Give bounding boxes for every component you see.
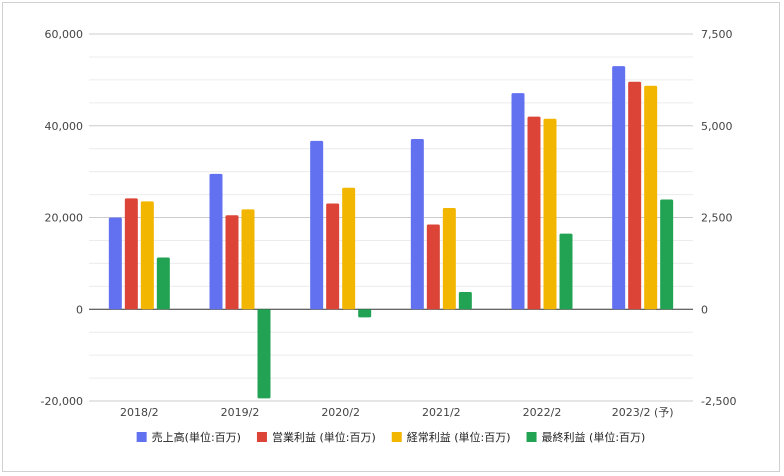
bar-2-5 <box>527 116 541 310</box>
left-axis-tick-label: 60,000 <box>45 28 84 41</box>
bar-1-1 <box>108 217 122 310</box>
left-axis-tick-label: 20,000 <box>45 212 84 225</box>
chart-frame: -20,000 0 20,000 40,000 60,000 -2,500 0 2,500 5… <box>2 2 780 472</box>
left-axis-tick-label: -20,000 <box>41 395 83 408</box>
x-axis-tick-label: 2021/2 <box>422 406 461 419</box>
x-axis-tick-label: 2018/2 <box>120 406 159 419</box>
legend-swatch <box>136 432 147 442</box>
x-axis-tick-label: 2020/2 <box>321 406 360 419</box>
bar-3-6 <box>644 85 658 310</box>
legend-swatch <box>526 432 537 442</box>
grid-layer <box>89 33 693 402</box>
right-axis-tick-label: 7,500 <box>701 28 733 41</box>
bar-1-2 <box>209 173 223 310</box>
bar-1-3 <box>310 140 324 310</box>
bar-2-3 <box>326 203 340 310</box>
bar-4-4 <box>458 292 472 310</box>
bar-4-5 <box>559 233 573 310</box>
legend: 売上高(単位:百万) 営業利益 (単位:百万) 経常利益 (単位:百万) 最終利益 (… <box>136 430 646 444</box>
bar-2-2 <box>225 215 239 310</box>
legend-label: 最終利益 (単位:百万) <box>542 430 646 444</box>
bar-1-6 <box>612 66 626 310</box>
left-axis-tick-label: 40,000 <box>45 120 84 133</box>
bar-2-4 <box>426 224 440 310</box>
right-axis-tick-label: 5,000 <box>701 120 733 133</box>
bar-1-4 <box>410 139 424 310</box>
legend-swatch <box>391 432 402 442</box>
x-axis-tick-label: 2022/2 <box>523 406 562 419</box>
bar-4-2 <box>257 309 271 399</box>
bars-layer <box>108 66 674 399</box>
x-axis: 2018/2 2019/2 2020/2 2021/2 2022/2 2023/2 (予) <box>120 406 674 419</box>
legend-label: 売上高(単位:百万) <box>152 430 241 444</box>
bar-2-6 <box>628 81 642 310</box>
bar-2-1 <box>124 198 138 310</box>
right-axis: -2,500 0 2,500 5,000 7,500 <box>701 28 736 408</box>
bar-4-6 <box>660 199 674 310</box>
bar-3-5 <box>543 118 557 310</box>
left-axis-tick-label: 0 <box>76 303 83 316</box>
bar-3-3 <box>342 187 356 310</box>
legend-label: 営業利益 (単位:百万) <box>272 430 376 444</box>
legend-label: 経常利益 (単位:百万) <box>407 430 511 444</box>
left-axis: -20,000 0 20,000 40,000 60,000 <box>41 28 83 408</box>
bar-chart: -20,000 0 20,000 40,000 60,000 -2,500 0 2,500 5… <box>41 28 737 444</box>
right-axis-tick-label: 0 <box>701 303 708 316</box>
legend-swatch <box>256 432 267 442</box>
bar-1-5 <box>511 93 525 310</box>
right-axis-tick-label: 2,500 <box>701 212 733 225</box>
bar-3-2 <box>241 209 255 310</box>
right-axis-tick-label: -2,500 <box>701 395 736 408</box>
bar-4-1 <box>156 257 170 310</box>
bar-3-4 <box>442 207 456 310</box>
x-axis-tick-label: 2019/2 <box>221 406 260 419</box>
bar-3-1 <box>140 201 154 310</box>
bar-4-3 <box>358 309 372 318</box>
x-axis-tick-label: 2023/2 (予) <box>612 406 674 419</box>
